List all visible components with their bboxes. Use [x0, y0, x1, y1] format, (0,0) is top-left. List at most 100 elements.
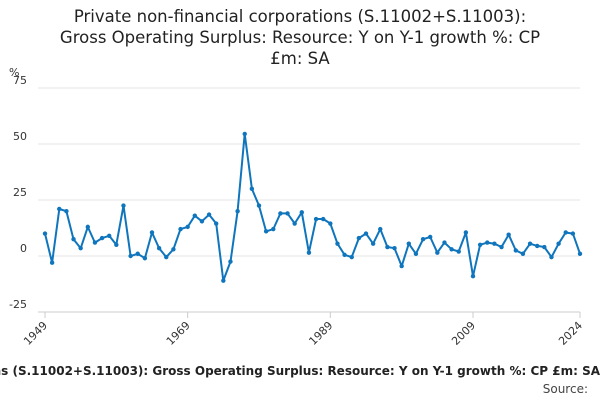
data-point[interactable]	[456, 249, 461, 254]
x-axis: 1949 1969 1989 2009 2024	[21, 311, 585, 348]
data-point[interactable]	[363, 231, 369, 236]
data-point[interactable]	[221, 278, 226, 283]
data-point[interactable]	[542, 244, 547, 250]
data-point[interactable]	[85, 224, 91, 230]
data-point[interactable]	[485, 240, 490, 245]
y-tick-label: 25	[13, 186, 27, 199]
x-tick-label: 1969	[164, 319, 193, 348]
data-point[interactable]	[342, 252, 347, 258]
series-line	[44, 132, 581, 282]
data-point[interactable]	[577, 251, 583, 256]
data-point[interactable]	[92, 240, 98, 245]
data-point[interactable]	[64, 209, 69, 214]
data-point[interactable]	[306, 250, 312, 255]
data-point[interactable]	[428, 234, 433, 240]
data-point[interactable]	[392, 245, 397, 251]
data-point[interactable]	[228, 259, 233, 264]
x-tick-label: 2009	[449, 319, 478, 348]
data-point[interactable]	[299, 210, 304, 215]
data-point[interactable]	[492, 241, 497, 246]
legend-series-text: Private non-financial corporations (S.11…	[0, 364, 600, 378]
data-point[interactable]	[128, 253, 133, 259]
data-point[interactable]	[356, 235, 362, 241]
data-point[interactable]	[370, 241, 376, 246]
chart-title: Private non-financial corporations (S.11…	[20, 6, 580, 69]
y-tick-label: 50	[13, 130, 27, 143]
data-point[interactable]	[214, 221, 219, 226]
x-tick-label: 1949	[21, 319, 50, 348]
data-point[interactable]	[335, 241, 340, 246]
y-axis-ticks: -25 0 25 50 75	[9, 74, 27, 311]
y-axis-unit-label: %	[9, 66, 20, 79]
data-point[interactable]	[242, 131, 247, 137]
source-label: Source:	[542, 382, 588, 396]
data-point[interactable]	[171, 247, 176, 252]
data-point[interactable]	[292, 221, 297, 226]
data-point[interactable]	[463, 230, 469, 235]
data-point[interactable]	[256, 203, 262, 208]
data-point[interactable]	[271, 226, 276, 232]
data-point[interactable]	[235, 209, 240, 214]
data-point[interactable]	[549, 254, 554, 260]
data-point[interactable]	[563, 230, 568, 235]
data-point[interactable]	[263, 229, 269, 234]
data-point[interactable]	[185, 224, 190, 230]
x-tick-label: 2024	[556, 319, 585, 348]
data-point[interactable]	[349, 254, 354, 260]
data-point[interactable]	[378, 226, 383, 232]
data-point[interactable]	[42, 231, 48, 236]
y-tick-label: 75	[13, 74, 27, 87]
chart-title-line-2: Gross Operating Surplus: Resource: Y on …	[59, 28, 541, 47]
data-point[interactable]	[285, 211, 290, 216]
data-point[interactable]	[149, 230, 155, 235]
data-point[interactable]	[278, 211, 283, 216]
y-tick-label: 0	[20, 242, 27, 255]
chart-title-line-1: Private non-financial corporations (S.11…	[73, 7, 527, 26]
data-point[interactable]	[156, 245, 162, 251]
data-point[interactable]	[556, 241, 561, 246]
data-point[interactable]	[321, 216, 326, 222]
data-point[interactable]	[527, 241, 533, 246]
data-point[interactable]	[435, 250, 440, 255]
data-point[interactable]	[192, 213, 197, 218]
data-point[interactable]	[535, 243, 540, 249]
data-point[interactable]	[78, 245, 83, 251]
data-point[interactable]	[506, 232, 511, 237]
legend-series-label: Private non-financial corporations (S.11…	[0, 364, 600, 378]
data-point[interactable]	[49, 260, 55, 265]
data-point[interactable]	[470, 273, 476, 279]
series-group	[42, 131, 583, 283]
data-point[interactable]	[121, 203, 126, 208]
data-point[interactable]	[449, 247, 454, 252]
data-point[interactable]	[499, 244, 504, 250]
data-point[interactable]	[399, 263, 404, 269]
data-point[interactable]	[442, 240, 447, 245]
data-point[interactable]	[142, 256, 148, 261]
data-point[interactable]	[406, 241, 411, 246]
data-point[interactable]	[513, 248, 518, 253]
data-point[interactable]	[135, 251, 140, 256]
data-point[interactable]	[107, 233, 112, 239]
data-point[interactable]	[385, 244, 390, 250]
data-point[interactable]	[199, 219, 205, 224]
data-point[interactable]	[164, 254, 169, 260]
data-point[interactable]	[313, 216, 319, 222]
data-point[interactable]	[413, 251, 419, 256]
data-point[interactable]	[477, 242, 483, 247]
data-point[interactable]	[328, 221, 333, 226]
data-point[interactable]	[99, 235, 105, 241]
data-point[interactable]	[57, 206, 62, 212]
data-point[interactable]	[570, 231, 576, 236]
x-tick-label: 1989	[306, 319, 335, 348]
data-point[interactable]	[178, 226, 183, 232]
data-point[interactable]	[420, 237, 426, 242]
data-point[interactable]	[114, 242, 119, 247]
data-point[interactable]	[249, 186, 255, 191]
chart-title-line-3: £m: SA	[270, 49, 330, 68]
data-point[interactable]	[71, 237, 76, 242]
data-point[interactable]	[520, 251, 526, 256]
data-point[interactable]	[206, 212, 212, 217]
y-tick-label: -25	[9, 298, 27, 311]
gridlines	[38, 87, 580, 313]
